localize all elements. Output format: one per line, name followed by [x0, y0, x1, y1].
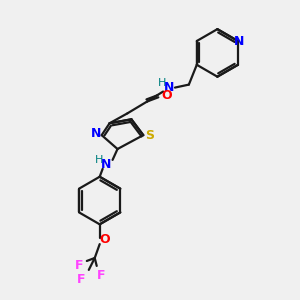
- Text: N: N: [91, 127, 101, 140]
- Text: F: F: [76, 273, 85, 286]
- Text: S: S: [145, 129, 154, 142]
- Text: F: F: [75, 260, 83, 272]
- Text: N: N: [100, 158, 111, 171]
- Text: O: O: [162, 89, 172, 102]
- Text: H: H: [94, 155, 103, 165]
- Text: N: N: [164, 81, 174, 94]
- Text: H: H: [158, 78, 166, 88]
- Text: F: F: [96, 269, 105, 282]
- Text: O: O: [99, 233, 110, 246]
- Text: N: N: [234, 34, 244, 47]
